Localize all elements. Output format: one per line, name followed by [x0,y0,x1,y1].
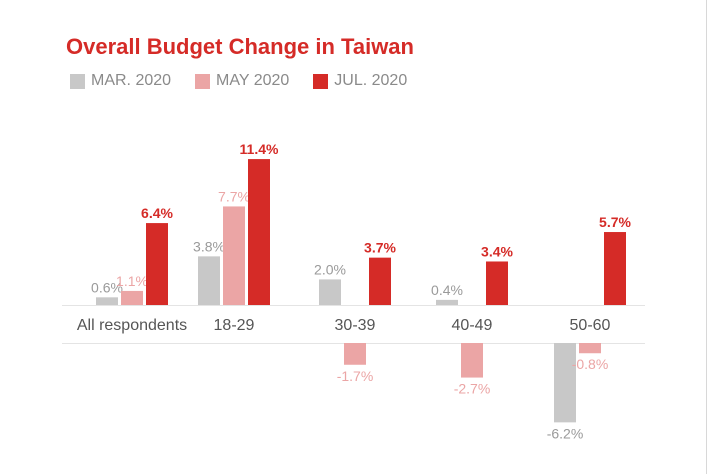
data-label-mar-2020-0: 0.6% [91,279,123,295]
legend-item-mar-2020: MAR. 2020 [70,72,171,90]
data-label-may-2020-0: 1.1% [116,273,148,289]
chart-title: Overall Budget Change in Taiwan [66,34,414,59]
data-label-may-2020-2: -1.7% [337,368,374,384]
data-label-jul-2020-4: 5.7% [599,214,631,230]
legend-item-jul-2020: JUL. 2020 [313,72,407,90]
legend-swatch-mar-2020 [70,73,85,89]
bar-may-2020-3 [461,343,483,378]
bar-may-2020-0 [121,290,143,305]
data-label-may-2020-4: -0.8% [572,356,609,372]
data-label-may-2020-3: -2.7% [454,381,491,397]
bar-may-2020-4 [579,343,601,354]
legend-label-jul-2020: JUL. 2020 [334,72,408,89]
data-label-jul-2020-0: 6.4% [141,205,173,221]
data-label-jul-2020-1: 11.4% [240,141,279,157]
bar-mar-2020-1 [198,256,220,305]
category-label-3: 40-49 [452,317,493,334]
legend-item-may-2020: MAY 2020 [195,72,289,90]
bar-mar-2020-4 [554,343,576,423]
data-label-mar-2020-1: 3.8% [193,238,225,254]
bar-jul-2020-2 [369,257,391,305]
bar-jul-2020-1 [248,159,270,305]
bar-mar-2020-2 [319,279,341,305]
legend-label-mar-2020: MAR. 2020 [91,72,172,89]
legend-swatch-may-2020 [195,73,211,89]
right-border [706,0,707,474]
legend-label-may-2020: MAY 2020 [216,72,290,89]
legend-swatch-jul-2020 [313,73,329,89]
bar-mar-2020-3 [436,299,458,305]
bar-jul-2020-3 [486,261,508,305]
data-label-mar-2020-2: 2.0% [314,261,346,277]
bar-jul-2020-4 [604,232,626,305]
category-label-0: All respondents [77,317,187,334]
category-label-1: 18-29 [214,317,255,334]
category-label-2: 30-39 [335,317,376,334]
chart-legend: MAR. 2020 MAY 2020 JUL. 2020 [70,72,431,90]
bar-mar-2020-0 [96,297,118,305]
data-label-jul-2020-3: 3.4% [481,243,513,259]
bar-may-2020-2 [344,343,366,365]
bar-jul-2020-0 [146,223,168,305]
category-label-4: 50-60 [570,317,611,334]
data-label-may-2020-1: 7.7% [218,188,250,204]
data-label-mar-2020-3: 0.4% [431,282,463,298]
bar-may-2020-1 [223,206,245,305]
data-label-mar-2020-4: -6.2% [547,425,584,441]
data-label-jul-2020-2: 3.7% [364,240,396,256]
